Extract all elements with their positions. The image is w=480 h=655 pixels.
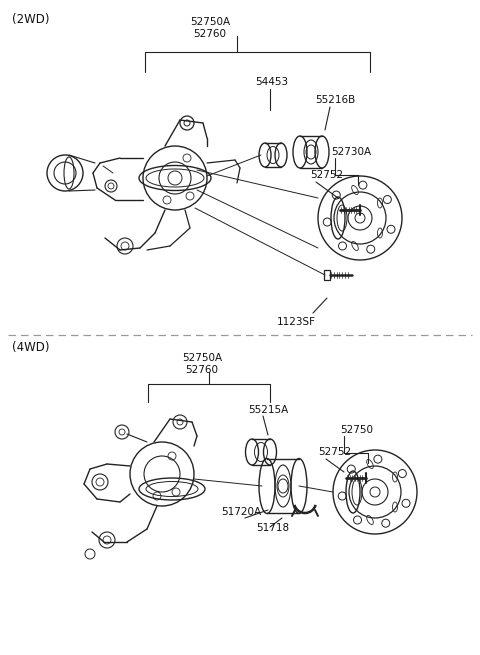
Text: 51718: 51718 (256, 523, 289, 533)
Text: 52750A: 52750A (190, 17, 230, 27)
Text: 52752: 52752 (318, 447, 351, 457)
Text: (2WD): (2WD) (12, 14, 49, 26)
Text: 52760: 52760 (185, 365, 218, 375)
Text: 52730A: 52730A (331, 147, 371, 157)
Text: 52760: 52760 (193, 29, 227, 39)
Text: 52750: 52750 (340, 425, 373, 435)
Text: 54453: 54453 (255, 77, 288, 87)
Text: (4WD): (4WD) (12, 341, 49, 354)
Text: 51720A: 51720A (221, 507, 261, 517)
Text: 52752: 52752 (310, 170, 343, 180)
Text: 55216B: 55216B (315, 95, 355, 105)
Text: 55215A: 55215A (248, 405, 288, 415)
Text: 1123SF: 1123SF (276, 317, 315, 327)
Text: 52750A: 52750A (182, 353, 222, 363)
